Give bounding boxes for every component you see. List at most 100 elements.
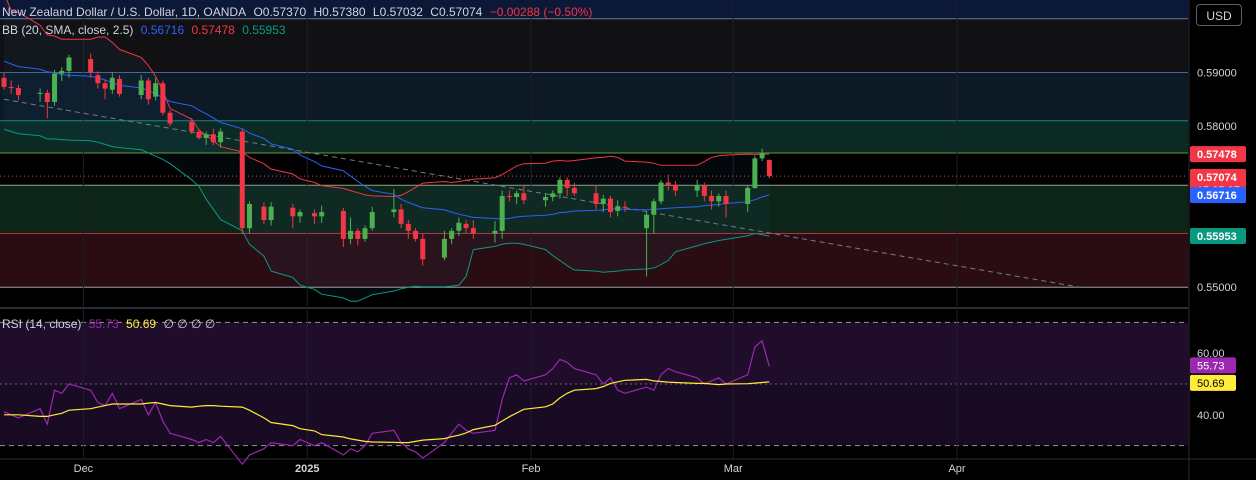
price-badge-value: 0.57074	[1197, 172, 1238, 184]
rsi-value: 55.73	[88, 317, 119, 331]
close-value: C0.57074	[430, 5, 483, 19]
candle-body	[369, 212, 375, 229]
candle-body	[644, 214, 650, 229]
bb-legend[interactable]: BB (20, SMA, close, 2.5) 0.56716 0.57478…	[2, 22, 290, 38]
price-badge-value: 0.56716	[1197, 190, 1237, 202]
candle	[651, 198, 657, 234]
candle	[752, 155, 758, 189]
candle-body	[709, 195, 715, 202]
currency-button[interactable]: USD	[1196, 4, 1242, 26]
candle	[391, 188, 397, 218]
candle	[59, 67, 65, 82]
candle	[102, 79, 108, 100]
candle-body	[759, 153, 765, 159]
bb-band-fill	[4, 0, 770, 302]
candle-body	[492, 230, 498, 234]
candle	[694, 179, 700, 198]
candle-body	[413, 230, 419, 239]
candle	[492, 221, 498, 243]
candle	[766, 159, 772, 179]
candle	[246, 201, 252, 234]
candle	[441, 230, 447, 261]
candle-body	[160, 83, 166, 113]
candle-body	[153, 83, 159, 97]
candle	[571, 182, 577, 196]
candle-body	[405, 223, 411, 231]
candle-body	[145, 80, 151, 100]
candle-body	[665, 182, 671, 186]
high-value: H0.57380	[313, 5, 366, 19]
open-value: O0.57370	[253, 5, 307, 19]
candle	[95, 71, 101, 89]
candle-body	[355, 230, 361, 239]
candle-body	[658, 182, 664, 202]
candle-body	[340, 210, 346, 239]
candle	[557, 177, 563, 199]
trend-line	[3, 98, 1080, 288]
candle-body	[362, 228, 368, 239]
candle	[658, 179, 664, 204]
candle-body	[203, 134, 209, 138]
time-tick-label: Mar	[724, 463, 743, 475]
candle-body	[167, 112, 173, 124]
rsi-badge-0	[1190, 357, 1236, 374]
candle-body	[297, 212, 303, 217]
candle	[463, 220, 469, 234]
candle	[348, 217, 354, 245]
candle-body	[449, 230, 455, 239]
symbol-legend[interactable]: New Zealand Dollar / U.S. Dollar, 1D, OA…	[2, 4, 596, 20]
rsi-legend[interactable]: RSI (14, close) 55.73 50.69 ∅ ∅ ∅ ∅	[2, 316, 219, 332]
candle	[709, 190, 715, 210]
candle-body	[651, 201, 657, 215]
candle	[362, 225, 368, 242]
candle	[745, 185, 751, 213]
candle-body	[268, 206, 274, 221]
candle-body	[261, 206, 267, 221]
candle	[622, 201, 628, 213]
candle-body	[564, 179, 570, 188]
candle-body	[694, 185, 700, 191]
candle	[218, 128, 224, 148]
bb-upper-line	[6, 0, 770, 198]
rsi-badge-1	[1190, 374, 1236, 391]
candle-body	[672, 185, 678, 191]
candle	[167, 110, 173, 127]
rsi-extra-values: ∅ ∅ ∅ ∅	[163, 317, 216, 331]
candle	[716, 193, 722, 207]
candle-body	[557, 179, 563, 194]
candles	[1, 53, 772, 277]
candle-body	[716, 195, 722, 202]
bb-label: BB (20, SMA, close, 2.5)	[2, 23, 134, 37]
candle	[413, 228, 419, 242]
candle-body	[109, 77, 115, 90]
candle-body	[514, 193, 520, 198]
candle-body	[102, 83, 108, 89]
candle	[449, 228, 455, 245]
candle	[665, 174, 671, 191]
candle-body	[420, 238, 426, 260]
symbol-title: New Zealand Dollar / U.S. Dollar, 1D, OA…	[2, 5, 247, 19]
candle-body	[398, 209, 404, 224]
candle-body	[615, 206, 621, 211]
candle	[153, 77, 159, 101]
candle	[672, 180, 678, 196]
candle-body	[456, 222, 462, 231]
zone-1	[0, 233, 1188, 288]
candle-body	[543, 197, 548, 201]
candle-body	[246, 204, 252, 229]
candle	[297, 209, 303, 223]
candle	[88, 53, 94, 78]
rsi-ma-line	[4, 378, 770, 444]
candle-body	[311, 213, 317, 217]
candle-body	[8, 86, 14, 89]
candle-body	[319, 212, 325, 217]
candle	[66, 54, 72, 78]
candle-body	[622, 206, 628, 208]
price-zones	[0, 0, 1188, 288]
candle-body	[95, 75, 101, 84]
candle	[261, 202, 267, 224]
price-badge-bb-upper	[1190, 146, 1246, 163]
candle	[369, 206, 375, 231]
candle-body	[701, 185, 707, 196]
